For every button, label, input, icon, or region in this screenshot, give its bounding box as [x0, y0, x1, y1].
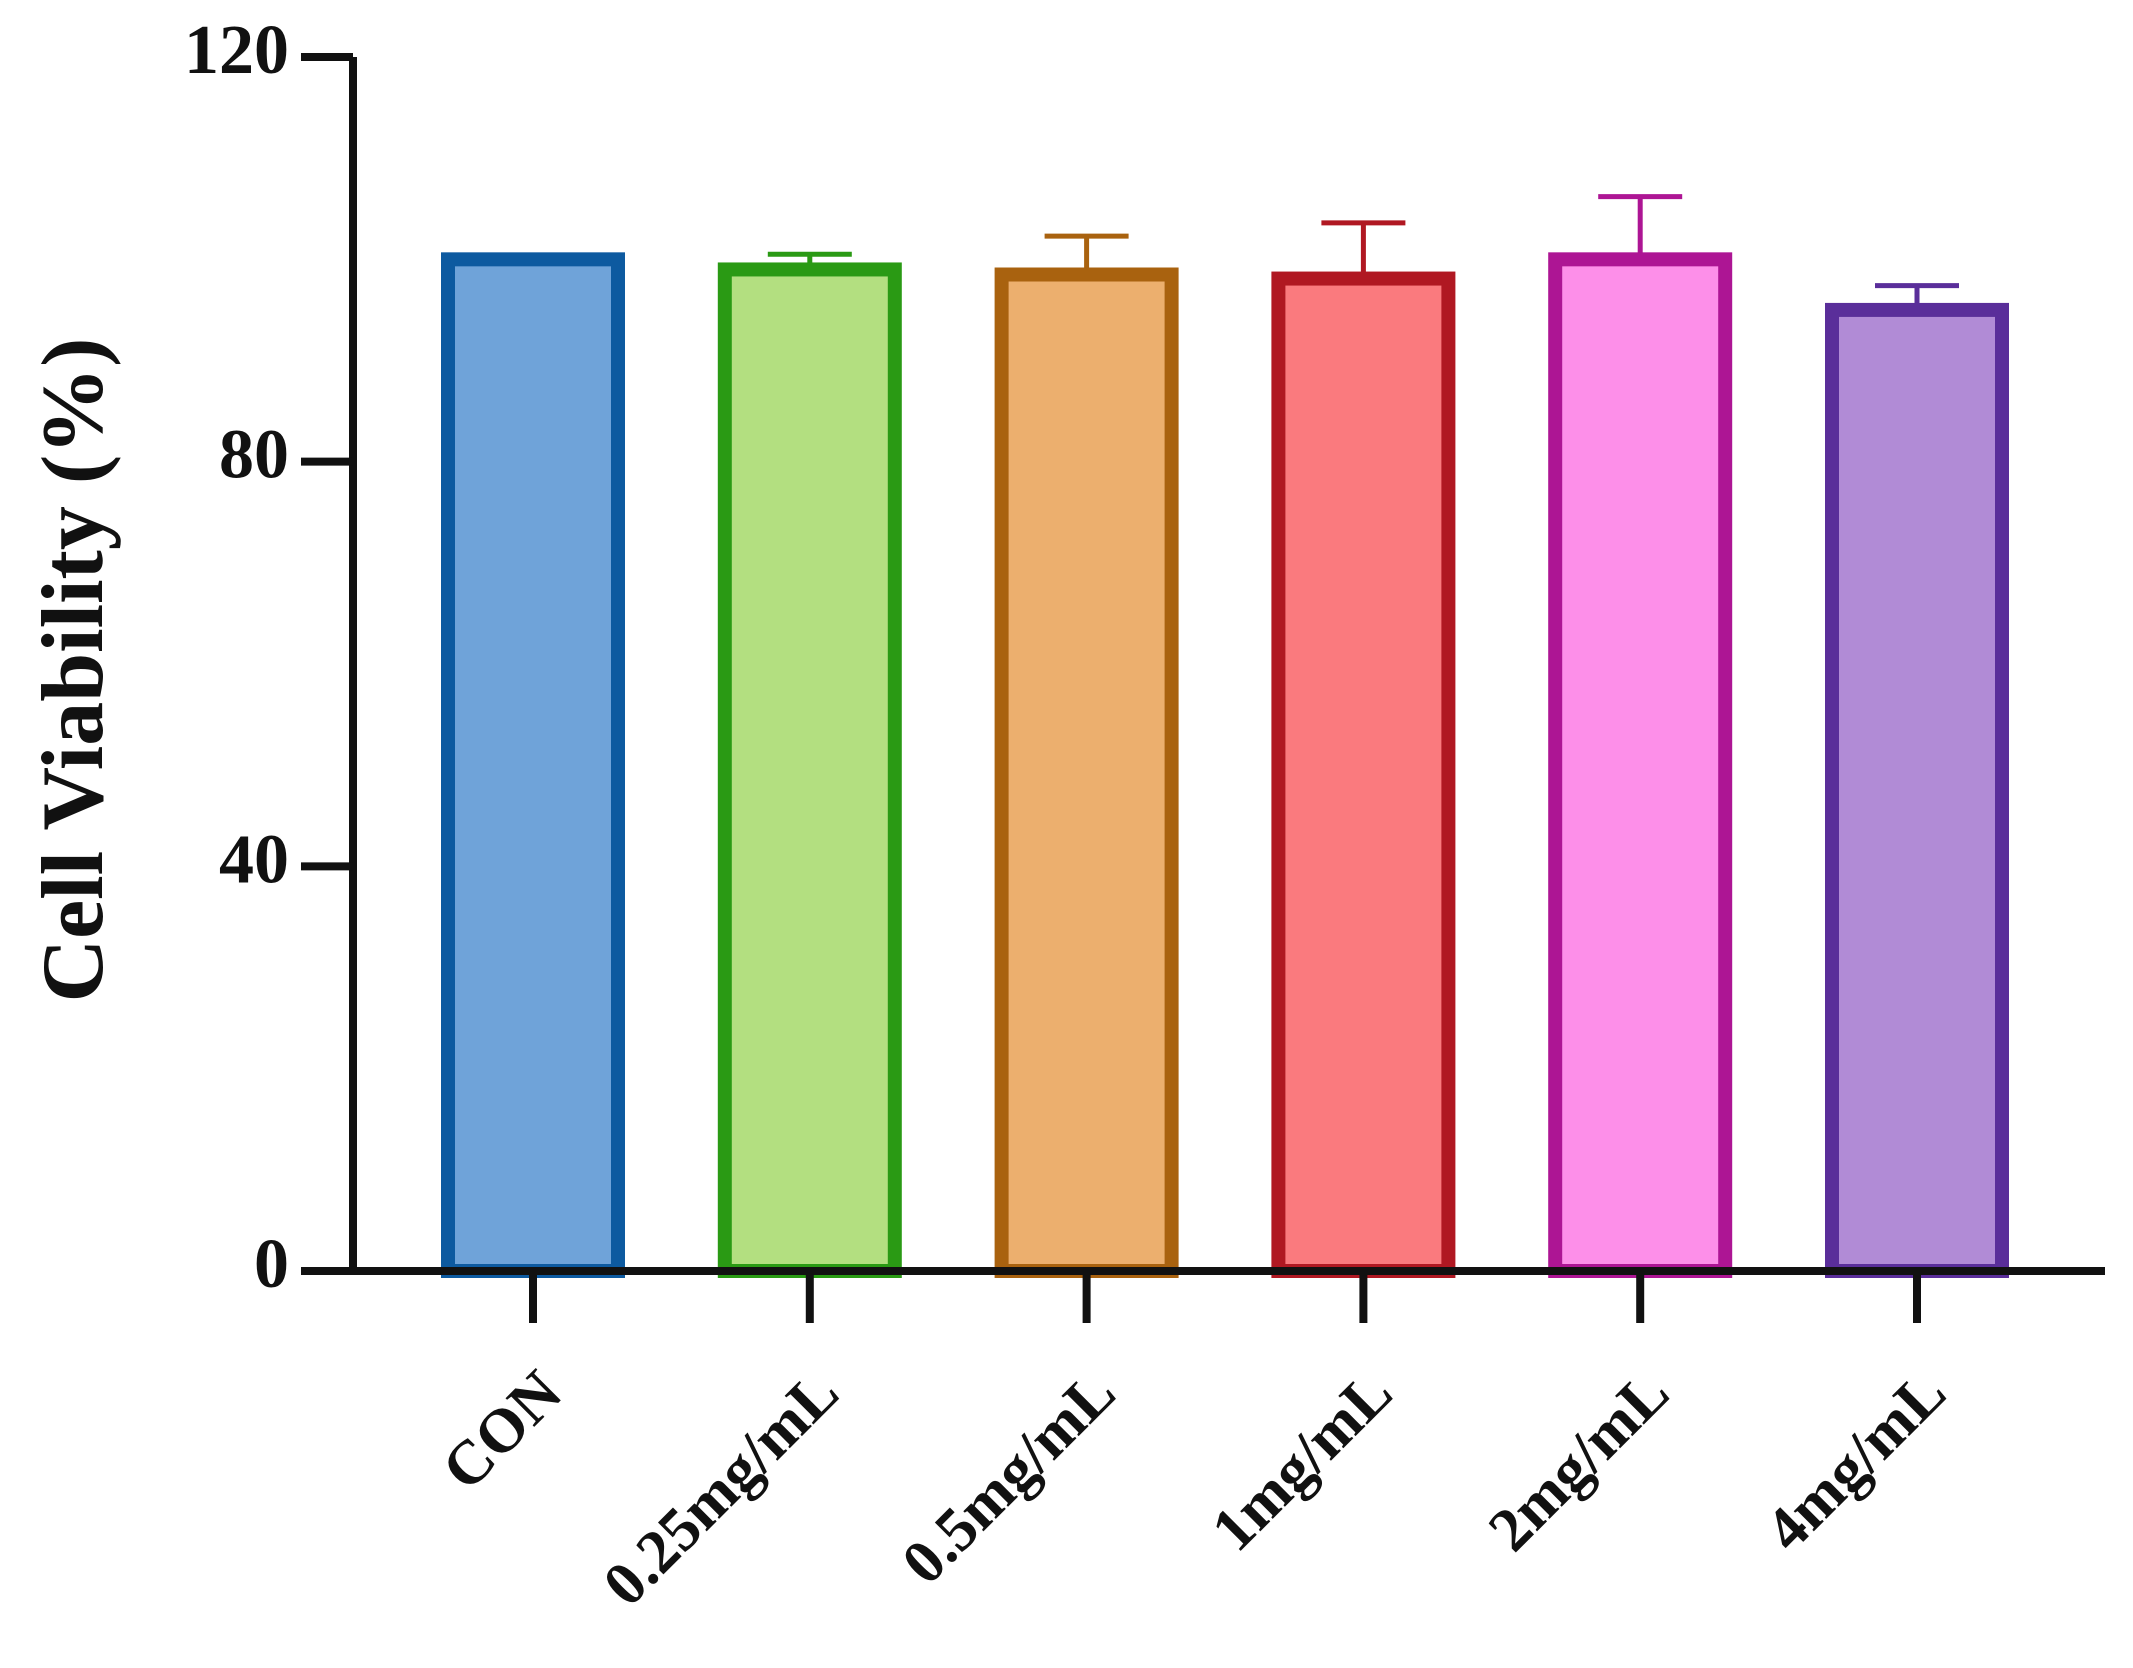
y-tick-label: 40 — [219, 821, 289, 898]
bar — [441, 252, 625, 1279]
y-tick-label: 80 — [219, 417, 289, 494]
x-tick-label: 0.5mg/mL — [889, 1358, 1128, 1597]
x-tick-label: 0.25mg/mL — [591, 1358, 852, 1619]
y-tick-label: 120 — [184, 12, 289, 89]
y-tick-label: 0 — [254, 1226, 289, 1303]
bar — [717, 262, 902, 1278]
bar — [994, 267, 1179, 1278]
y-axis-title: Cell Viability (%) — [25, 338, 122, 1003]
x-tick-label: 1mg/mL — [1199, 1358, 1405, 1564]
bar — [1548, 252, 1733, 1279]
x-tick-label: 4mg/mL — [1753, 1358, 1959, 1564]
x-tick-label: 2mg/mL — [1476, 1358, 1682, 1564]
bar — [1825, 302, 2009, 1278]
bar — [1271, 271, 1456, 1278]
x-tick-label: CON — [429, 1358, 575, 1504]
